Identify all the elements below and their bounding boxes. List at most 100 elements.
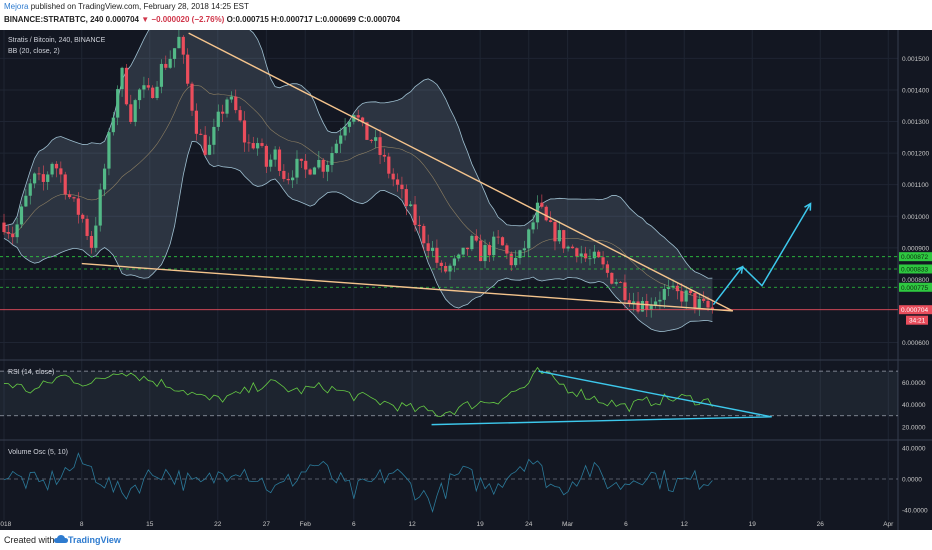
candle-body[interactable] [662, 288, 666, 300]
candle-body[interactable] [129, 104, 133, 122]
candle-body[interactable] [72, 197, 76, 199]
candle-body[interactable] [120, 67, 124, 90]
candle-body[interactable] [94, 225, 98, 248]
candle-body[interactable] [645, 300, 649, 310]
candle-body[interactable] [194, 110, 199, 134]
candle-body[interactable] [483, 245, 487, 262]
candle-body[interactable] [325, 164, 330, 172]
candle-body[interactable] [207, 144, 212, 155]
candle-body[interactable] [2, 222, 6, 233]
candle-body[interactable] [360, 117, 365, 123]
candle-body[interactable] [618, 282, 623, 283]
candle-body[interactable] [81, 214, 85, 219]
candle-body[interactable] [671, 285, 675, 288]
candle-body[interactable] [339, 135, 343, 144]
candle-body[interactable] [159, 63, 164, 87]
candle-body[interactable] [116, 89, 120, 118]
candle-body[interactable] [395, 179, 400, 185]
candle-body[interactable] [356, 115, 360, 118]
candle-body[interactable] [518, 250, 522, 258]
candle-body[interactable] [164, 63, 168, 68]
candle-body[interactable] [225, 99, 229, 114]
candle-body[interactable] [562, 230, 566, 249]
candle-body[interactable] [378, 137, 382, 155]
candle-body[interactable] [553, 221, 557, 242]
candle-body[interactable] [531, 222, 535, 230]
candle-body[interactable] [277, 149, 282, 171]
candle-body[interactable] [304, 160, 308, 170]
candle-body[interactable] [155, 86, 159, 98]
candle-body[interactable] [76, 198, 80, 215]
candle-body[interactable] [583, 253, 588, 259]
candle-body[interactable] [146, 85, 150, 88]
candle-body[interactable] [409, 204, 413, 207]
candle-body[interactable] [260, 143, 264, 146]
candle-body[interactable] [347, 121, 352, 127]
candle-body[interactable] [640, 300, 645, 312]
candle-body[interactable] [282, 170, 286, 179]
candle-body[interactable] [461, 247, 465, 255]
candle-body[interactable] [623, 282, 627, 301]
candle-body[interactable] [256, 143, 260, 149]
tradingview-brand[interactable]: TradingView [68, 535, 121, 545]
candle-body[interactable] [522, 248, 526, 251]
candle-body[interactable] [312, 167, 317, 175]
candle-body[interactable] [413, 204, 417, 225]
candle-body[interactable] [98, 189, 102, 226]
candle-body[interactable] [330, 153, 334, 165]
bollinger-legend[interactable]: BB (20, close, 2) [8, 48, 60, 55]
candle-body[interactable] [474, 235, 478, 241]
candle-body[interactable] [688, 290, 693, 294]
candle-body[interactable] [697, 299, 701, 308]
candle-body[interactable] [614, 282, 618, 284]
candle-body[interactable] [19, 206, 24, 225]
candle-body[interactable] [234, 96, 238, 111]
candle-body[interactable] [229, 96, 233, 100]
candle-body[interactable] [365, 122, 369, 140]
candle-body[interactable] [500, 237, 505, 246]
candle-body[interactable] [299, 158, 303, 161]
candle-body[interactable] [387, 156, 391, 174]
candle-body[interactable] [321, 159, 325, 172]
candle-body[interactable] [286, 178, 290, 181]
candle-body[interactable] [514, 257, 518, 266]
volume-osc-pane[interactable] [0, 452, 898, 513]
candle-body[interactable] [199, 133, 203, 135]
bollinger-lower-line[interactable] [3, 141, 713, 332]
candle-body[interactable] [496, 236, 500, 238]
candle-body[interactable] [107, 132, 111, 169]
candle-body[interactable] [627, 300, 631, 304]
candle-body[interactable] [33, 173, 37, 184]
candle-body[interactable] [575, 248, 579, 257]
candle-body[interactable] [190, 83, 194, 111]
candle-body[interactable] [479, 240, 483, 262]
candle-body[interactable] [28, 183, 32, 196]
candle-body[interactable] [238, 110, 242, 121]
candle-body[interactable] [264, 145, 268, 167]
candle-body[interactable] [540, 202, 544, 207]
candle-body[interactable] [186, 54, 190, 84]
candle-body[interactable] [710, 307, 714, 309]
candle-body[interactable] [221, 111, 225, 114]
rsi-lower-trendline[interactable] [431, 416, 772, 426]
candle-body[interactable] [46, 174, 50, 182]
candle-body[interactable] [509, 253, 513, 266]
price-pane[interactable] [0, 30, 898, 332]
candle-body[interactable] [24, 195, 28, 207]
candle-body[interactable] [391, 173, 395, 180]
upper-wedge-trendline[interactable] [188, 32, 734, 312]
candle-body[interactable] [11, 233, 15, 238]
candle-body[interactable] [430, 247, 435, 251]
candle-body[interactable] [63, 174, 67, 195]
projection-path[interactable] [712, 203, 812, 306]
candle-body[interactable] [273, 149, 277, 160]
rsi-upper-trendline[interactable] [538, 370, 772, 418]
candle-body[interactable] [85, 218, 89, 236]
candle-body[interactable] [693, 293, 697, 308]
candle-body[interactable] [400, 184, 404, 190]
candle-body[interactable] [151, 87, 155, 98]
candle-body[interactable] [636, 301, 640, 312]
candle-body[interactable] [142, 85, 146, 90]
candle-body[interactable] [592, 251, 596, 259]
candle-body[interactable] [269, 159, 273, 167]
